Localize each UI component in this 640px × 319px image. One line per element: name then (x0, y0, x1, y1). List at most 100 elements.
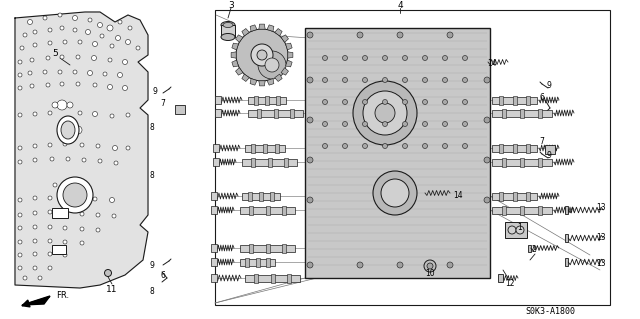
Bar (502, 205, 506, 214)
Circle shape (58, 13, 62, 17)
Bar (211, 274, 217, 282)
Circle shape (113, 145, 118, 151)
Bar (248, 97, 286, 103)
Text: 4: 4 (397, 1, 403, 10)
Text: 8: 8 (150, 170, 154, 180)
Bar (528, 244, 531, 251)
Text: 7: 7 (161, 100, 165, 108)
Circle shape (463, 144, 467, 149)
Ellipse shape (57, 116, 79, 144)
Circle shape (136, 46, 140, 50)
Circle shape (80, 212, 84, 216)
Bar (266, 243, 269, 253)
Text: 3: 3 (228, 2, 234, 11)
Text: 7: 7 (540, 137, 545, 146)
Bar (505, 222, 527, 238)
Circle shape (96, 228, 100, 232)
Circle shape (48, 266, 52, 270)
Polygon shape (250, 78, 257, 85)
Circle shape (403, 56, 408, 61)
Circle shape (484, 77, 490, 83)
Circle shape (68, 183, 72, 187)
Circle shape (383, 122, 387, 127)
Circle shape (110, 44, 114, 48)
Circle shape (58, 126, 66, 134)
Bar (240, 244, 295, 251)
Circle shape (28, 19, 33, 25)
Circle shape (463, 78, 467, 83)
Circle shape (60, 82, 64, 86)
Circle shape (20, 46, 24, 50)
Circle shape (427, 263, 433, 269)
Circle shape (122, 85, 127, 91)
Circle shape (38, 276, 42, 280)
Circle shape (33, 112, 37, 116)
Circle shape (447, 262, 453, 268)
Bar (245, 145, 285, 152)
Circle shape (88, 70, 93, 76)
Bar (52, 208, 68, 218)
Circle shape (118, 72, 122, 78)
Circle shape (108, 58, 112, 62)
Circle shape (383, 56, 387, 61)
Bar (240, 206, 295, 213)
Circle shape (251, 44, 273, 66)
Circle shape (48, 225, 52, 229)
Bar (211, 206, 217, 214)
Circle shape (60, 26, 64, 30)
Circle shape (112, 214, 116, 218)
Text: 6: 6 (161, 271, 165, 280)
Bar (270, 191, 275, 201)
Circle shape (43, 70, 47, 74)
Circle shape (48, 252, 52, 256)
Circle shape (323, 122, 328, 127)
Circle shape (323, 56, 328, 61)
Circle shape (342, 144, 348, 149)
Circle shape (33, 211, 37, 215)
Bar (526, 191, 530, 201)
Circle shape (323, 144, 328, 149)
Bar (492, 97, 537, 103)
Text: FR.: FR. (56, 292, 69, 300)
Bar (538, 108, 542, 117)
Circle shape (397, 262, 403, 268)
Circle shape (403, 78, 408, 83)
Polygon shape (275, 74, 282, 81)
Bar (520, 205, 524, 214)
Circle shape (82, 158, 86, 162)
Circle shape (375, 103, 395, 123)
Circle shape (33, 43, 37, 47)
Circle shape (307, 262, 313, 268)
Bar (284, 158, 288, 167)
Circle shape (33, 225, 37, 229)
Circle shape (58, 70, 62, 74)
Circle shape (362, 100, 367, 105)
Circle shape (110, 114, 114, 118)
Circle shape (422, 144, 428, 149)
Circle shape (48, 28, 52, 32)
Polygon shape (250, 25, 257, 31)
Bar (268, 158, 271, 167)
Circle shape (93, 83, 97, 87)
Text: 8: 8 (150, 286, 154, 295)
Bar (259, 191, 263, 201)
Circle shape (307, 117, 313, 123)
Circle shape (62, 122, 78, 138)
Circle shape (307, 157, 313, 163)
Circle shape (66, 157, 70, 161)
Circle shape (447, 32, 453, 38)
Circle shape (63, 253, 67, 257)
Circle shape (353, 81, 417, 145)
Circle shape (362, 56, 367, 61)
Bar (565, 258, 568, 266)
Circle shape (50, 157, 54, 161)
Polygon shape (232, 43, 239, 50)
Bar (492, 192, 537, 199)
Bar (513, 95, 516, 105)
Bar (565, 206, 568, 214)
Bar (242, 159, 297, 166)
Bar (492, 159, 552, 166)
Circle shape (73, 70, 77, 74)
Polygon shape (242, 28, 250, 36)
Bar (255, 257, 259, 266)
